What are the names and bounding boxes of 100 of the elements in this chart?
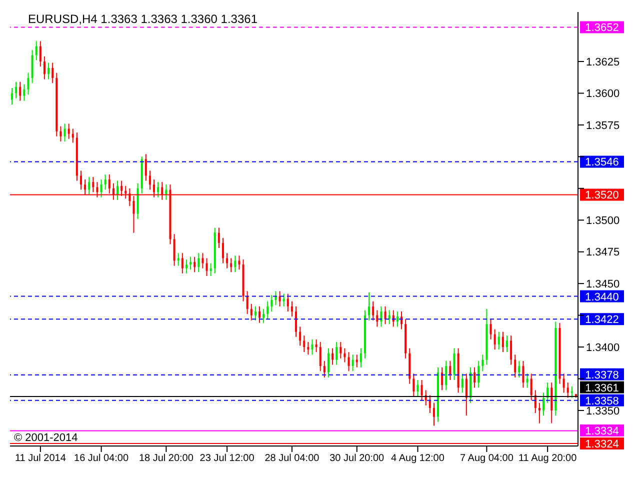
- candlestick: [445, 360, 448, 391]
- candlestick: [514, 354, 516, 378]
- candlestick: [230, 258, 232, 273]
- candlestick: [566, 382, 569, 398]
- y-tick-label: 1.3350: [586, 405, 620, 418]
- x-tick-label: 7 Aug 04:00: [460, 453, 514, 464]
- candlestick: [311, 338, 314, 356]
- candlestick: [348, 352, 350, 372]
- candlestick: [262, 308, 265, 324]
- x-tick-label: 16 Jul 04:00: [74, 453, 129, 464]
- candlestick: [68, 123, 70, 140]
- candlestick: [502, 331, 504, 353]
- candlestick: [506, 335, 508, 353]
- candlestick: [498, 331, 500, 350]
- candlestick: [100, 179, 102, 198]
- candlestick: [494, 328, 496, 350]
- candlestick: [202, 252, 204, 269]
- candlestick: [327, 348, 330, 378]
- candlestick: [562, 373, 565, 394]
- candlestick: [206, 258, 208, 276]
- ref-line-label: 1.3358: [585, 395, 619, 408]
- candlestick: [465, 373, 468, 416]
- candlestick: [266, 300, 269, 320]
- candlestick: [157, 182, 160, 198]
- candlestick: [234, 255, 236, 273]
- x-tick-label: 18 Jul 20:00: [138, 453, 194, 464]
- candlestick: [19, 81, 22, 102]
- candlestick: [148, 170, 151, 190]
- candlestick: [396, 310, 398, 328]
- candlestick: [80, 170, 82, 190]
- candlestick: [388, 310, 390, 325]
- x-tick-label: 28 Jul 04:00: [264, 453, 320, 464]
- y-tick-label: 1.3575: [586, 120, 620, 132]
- candlestick: [39, 40, 42, 68]
- candlestick: [546, 382, 549, 404]
- candlestick: [299, 326, 302, 346]
- candlestick: [384, 306, 386, 325]
- candlestick: [315, 338, 318, 353]
- candlestick: [538, 402, 540, 424]
- candlestick: [104, 174, 106, 190]
- candlestick: [210, 262, 212, 276]
- y-tick-label: 1.3500: [586, 215, 620, 228]
- candlestick: [92, 176, 94, 193]
- candlestick: [482, 354, 484, 372]
- candlestick: [360, 348, 362, 368]
- ref-line-label: 1.3422: [585, 314, 619, 326]
- x-tick-label: 11 Jul 2014: [14, 453, 66, 464]
- candlestick: [432, 402, 435, 426]
- candlestick: [323, 360, 326, 378]
- candlestick: [336, 341, 338, 366]
- candlestick: [412, 373, 415, 398]
- ref-line-label: 1.3378: [585, 369, 619, 382]
- ref-line-label: 1.3440: [585, 291, 619, 304]
- candlestick: [295, 306, 298, 338]
- candlestick: [490, 318, 492, 340]
- candlestick: [344, 348, 346, 363]
- candlestick: [307, 341, 310, 356]
- candlestick: [48, 62, 50, 80]
- candlestick: [518, 360, 520, 378]
- y-tick-label: 1.3400: [586, 342, 620, 354]
- candlestick: [254, 306, 256, 321]
- candlestick: [372, 300, 374, 321]
- y-tick-label: 1.3475: [586, 246, 620, 259]
- ref-line-label: 1.3324: [585, 438, 619, 450]
- candlestick: [526, 373, 528, 388]
- candlestick: [352, 354, 354, 372]
- candlestick: [550, 382, 553, 424]
- candlestick: [416, 380, 419, 398]
- ref-line-label: 1.3546: [585, 156, 619, 169]
- candlestick: [290, 300, 293, 318]
- x-tick-label: 30 Jul 20:00: [330, 453, 385, 464]
- candlestick: [116, 180, 118, 200]
- ref-line-label: 1.3334: [585, 425, 619, 438]
- candlestick: [31, 50, 34, 84]
- candlestick: [15, 81, 18, 99]
- candlestick: [303, 335, 306, 353]
- candlestick: [453, 348, 456, 381]
- candlestick: [190, 256, 192, 270]
- candlestick: [23, 84, 26, 102]
- candlestick: [478, 360, 480, 388]
- candlestick: [270, 294, 273, 312]
- candlestick: [52, 62, 54, 84]
- candlestick: [35, 40, 38, 61]
- candlestick: [474, 366, 476, 388]
- candlestick: [11, 88, 14, 106]
- candlestick: [43, 56, 46, 80]
- candlestick: [449, 360, 452, 381]
- candlestick: [286, 293, 289, 312]
- candlestick: [226, 252, 228, 269]
- candlestick: [461, 373, 464, 394]
- ref-line-label: 1.3652: [585, 22, 619, 34]
- candlestick: [198, 252, 200, 273]
- candlestick: [282, 293, 285, 307]
- candlestick: [60, 126, 62, 142]
- candlestick: [332, 348, 334, 366]
- candlestick: [181, 252, 184, 274]
- candlestick: [72, 128, 74, 144]
- candlestick: [238, 255, 240, 270]
- candlestick: [441, 366, 444, 391]
- annotation: © 2001-2014: [14, 432, 78, 444]
